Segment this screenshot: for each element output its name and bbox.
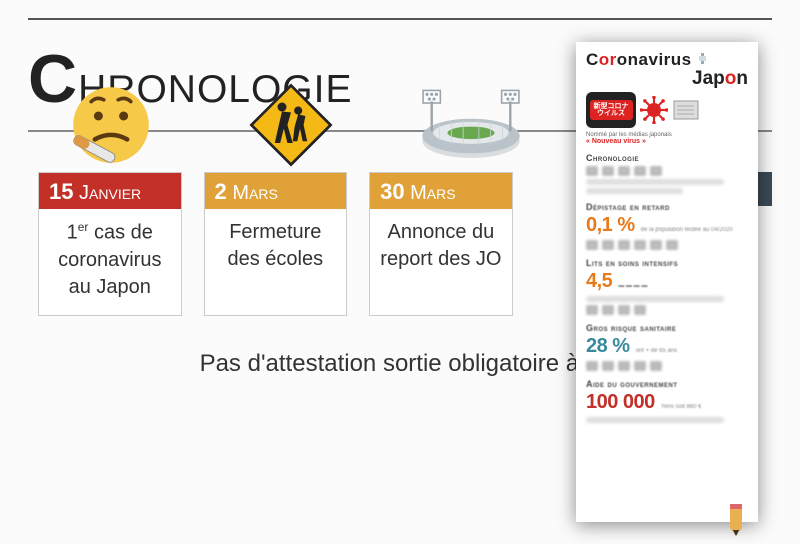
stadium-icon <box>416 80 526 170</box>
tv-badge-icon: 新型コロナウイルス <box>586 92 636 128</box>
timeline-card: 15 Janvier 1er cas de coronavirus au Jap… <box>38 172 182 316</box>
timeline-card: 2 Mars Fermeture des écoles <box>204 172 348 316</box>
card-date: 2 Mars <box>205 173 347 209</box>
virus-icon <box>640 96 668 124</box>
inset-section-lits: Lits en soins intensifs 4,5 ▬ ▬ ▬ ▬ <box>586 258 748 315</box>
inset-title-japon: Japon <box>586 68 748 90</box>
timeline-card: 30 Mars Annonce du report des JO <box>369 172 513 316</box>
syringe-icon <box>697 52 709 66</box>
card-text: Fermeture des écoles <box>205 209 347 287</box>
inset-section-depistage: Dépistage en retard 0,1 % de la populati… <box>586 202 748 250</box>
stat-value: 28 % <box>586 335 630 358</box>
card-text: 1er cas de coronavirus au Japon <box>39 209 181 315</box>
stat-value: 100 000 <box>586 391 655 414</box>
inset-section-chronologie: Chronologie <box>586 153 748 194</box>
card-date: 15 Janvier <box>39 173 181 209</box>
pencil-icon <box>724 502 754 538</box>
inset-thumbnail: Coronavirus Japon 新型コロナウイルス Nommé par le… <box>576 42 758 522</box>
inset-subline: Nommé par les médias japonais « Nouveau … <box>586 132 748 145</box>
inset-title-coronavirus: Coronavirus <box>586 50 748 70</box>
inset-section-risque: Gros risque sanitaire 28 % ont + de 65 a… <box>586 323 748 371</box>
inset-logos: 新型コロナウイルス <box>586 92 748 128</box>
card-date: 30 Mars <box>370 173 512 209</box>
school-crossing-icon <box>236 80 346 170</box>
newspaper-icon <box>672 97 702 123</box>
card-text: Annonce du report des JO <box>370 209 512 287</box>
inset-section-aide: Aide du gouvernement 100 000 Yens soit 8… <box>586 379 748 423</box>
stat-value: 4,5 <box>586 270 612 293</box>
stat-value: 0,1 % <box>586 214 635 237</box>
top-divider <box>28 18 772 20</box>
sick-face-icon <box>56 80 166 170</box>
